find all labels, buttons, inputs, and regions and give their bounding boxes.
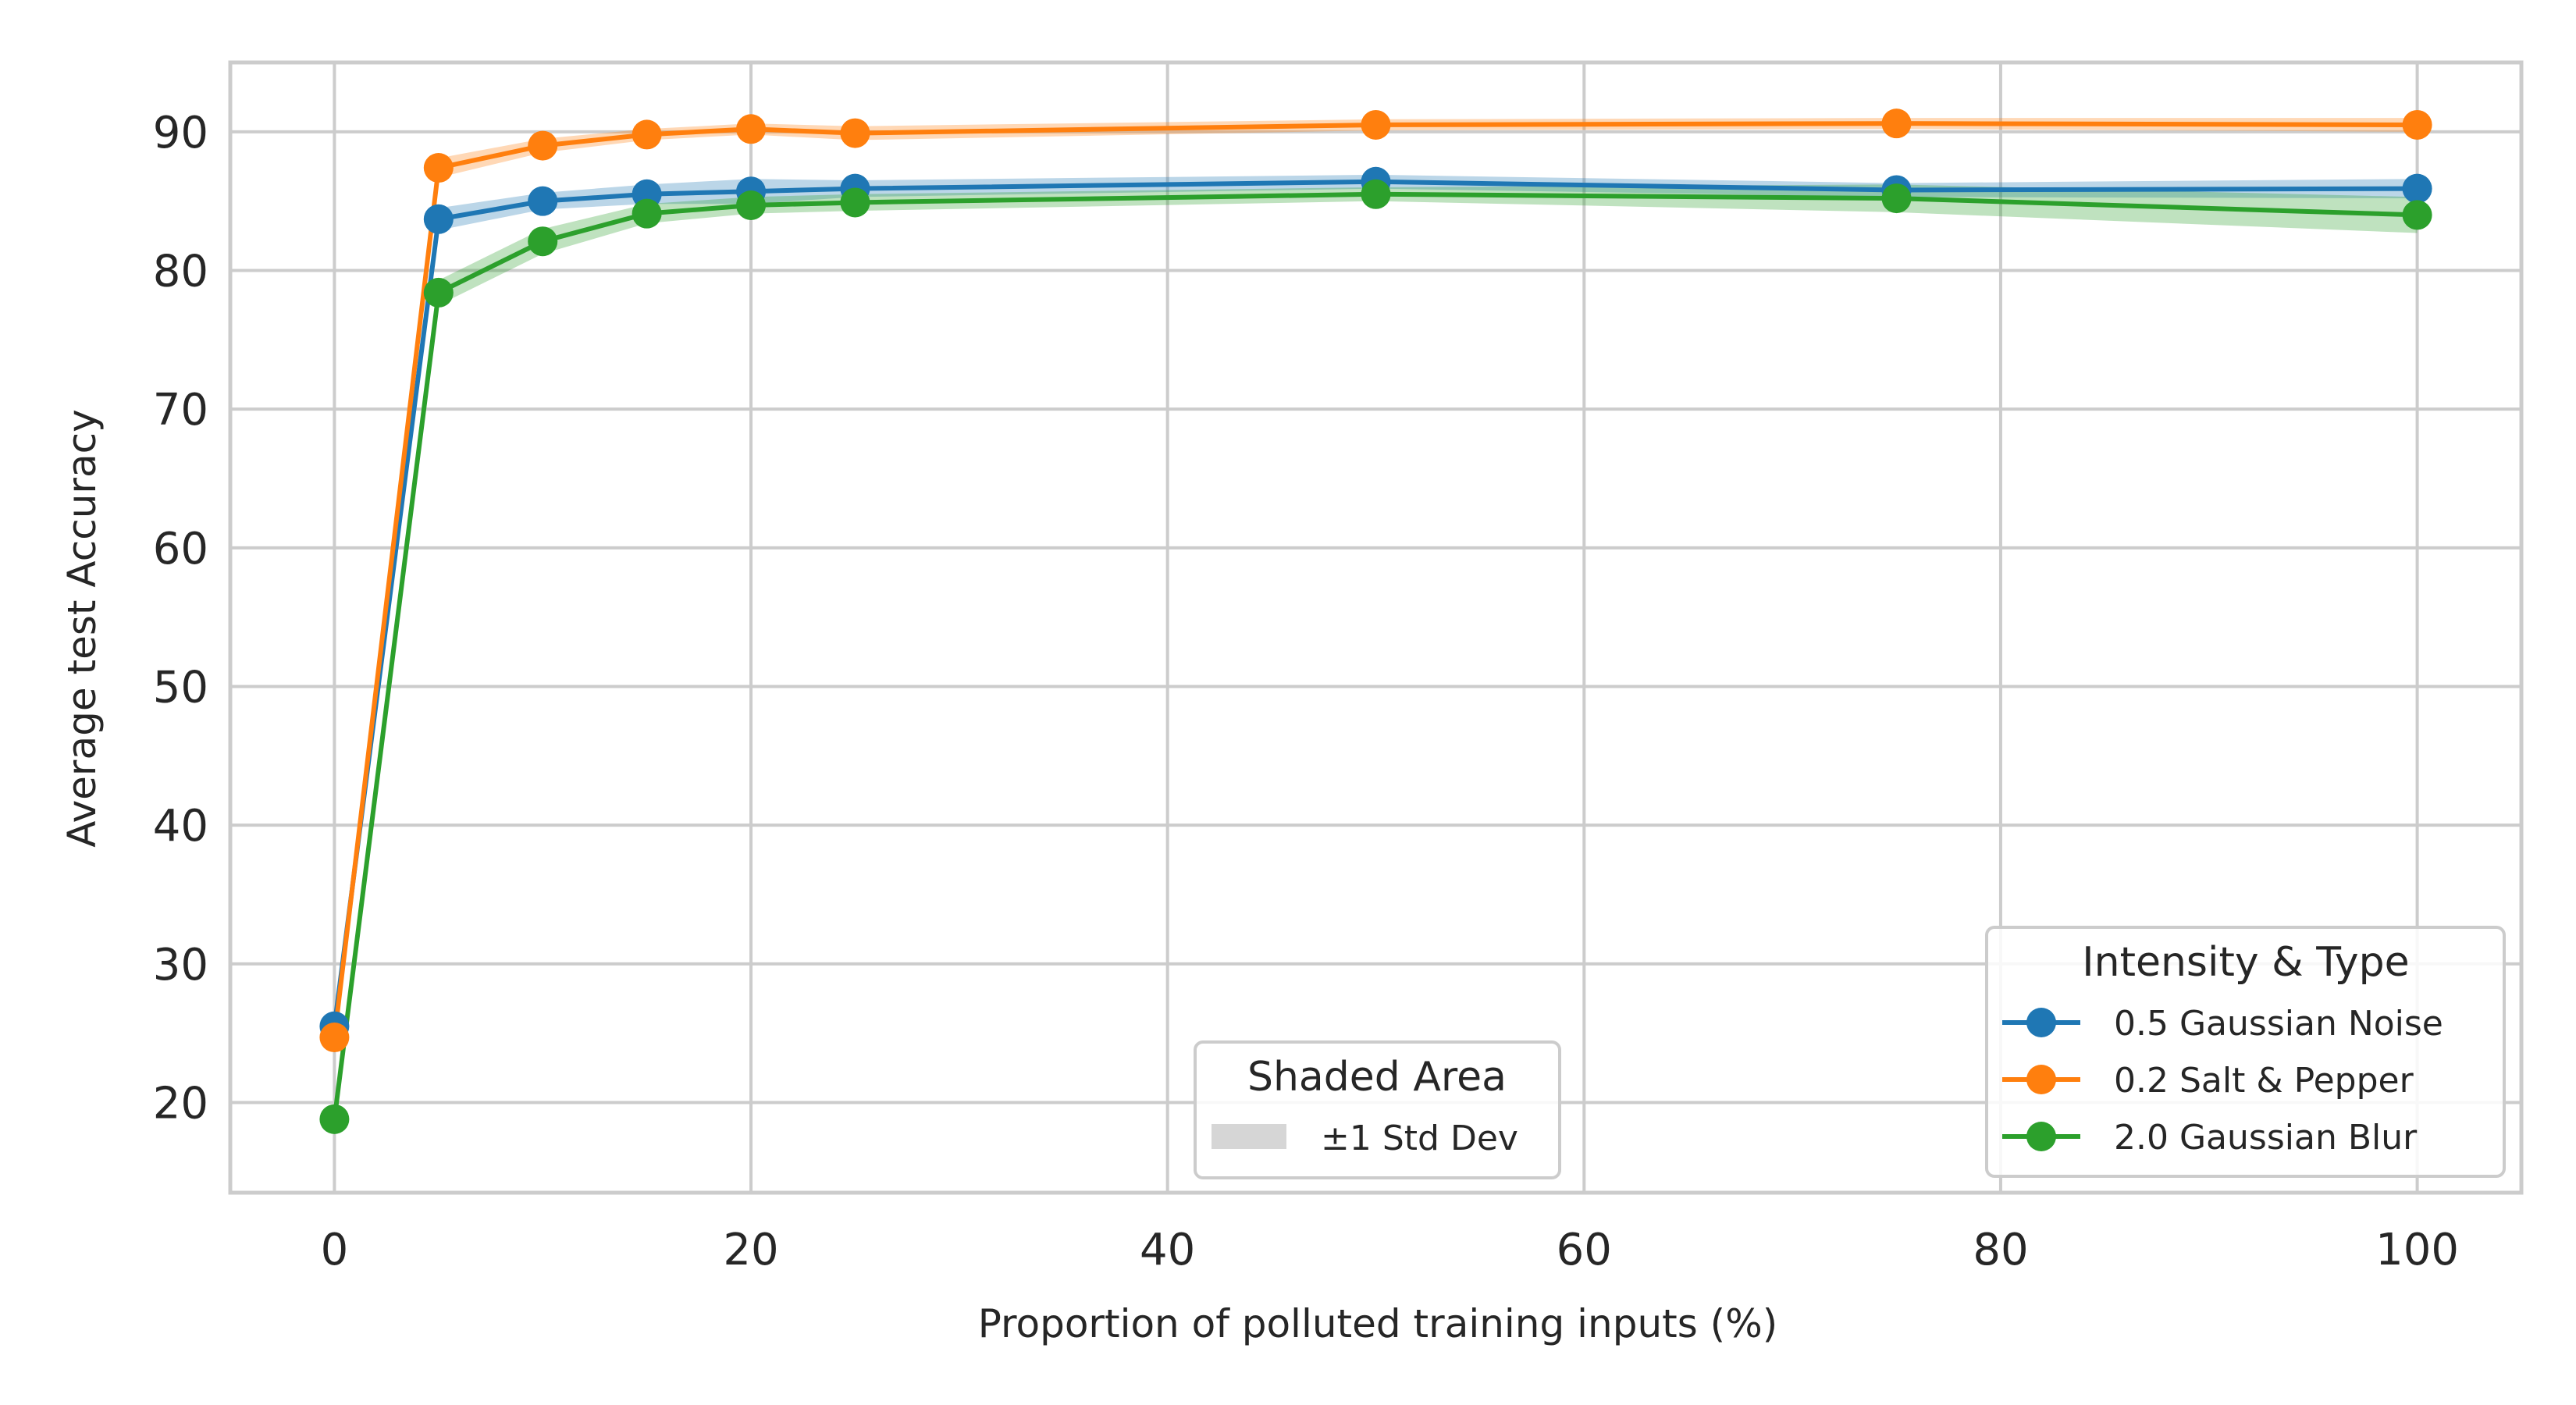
0-2-salt-pepper-point xyxy=(2402,109,2432,140)
2-0-gaussian-blur-point xyxy=(528,226,558,257)
x-tick-label: 0 xyxy=(321,1225,349,1275)
y-tick-label: 90 xyxy=(153,108,208,158)
plot-frame xyxy=(228,60,2524,1195)
intensity-type-legend: Intensity & Type 0.5 Gaussian Noise 0.2 S… xyxy=(1985,926,2506,1178)
0-2-salt-pepper-point xyxy=(632,119,662,150)
x-tick-label: 80 xyxy=(1973,1225,2028,1275)
0-2-salt-pepper-point xyxy=(1361,109,1391,140)
shaded-area-legend-title: Shaded Area xyxy=(1247,1054,1507,1101)
0-5-gaussian-noise-point xyxy=(528,186,558,216)
2-0-gaussian-blur-point xyxy=(319,1104,350,1134)
y-tick-label: 30 xyxy=(153,940,208,991)
0-5-gaussian-noise-point xyxy=(2402,173,2432,204)
intensity-type-legend-frame xyxy=(1985,926,2506,1178)
std-dev-swatch xyxy=(1212,1124,1286,1149)
0-5-gaussian-noise-legend-marker xyxy=(2026,1008,2056,1037)
2-0-gaussian-blur-legend-label: 2.0 Gaussian Blur xyxy=(2114,1118,2418,1158)
2-0-gaussian-blur-point xyxy=(2402,200,2432,230)
0-2-salt-pepper-legend-marker xyxy=(2026,1065,2056,1094)
0-5-gaussian-noise-legend-label: 0.5 Gaussian Noise xyxy=(2114,1004,2443,1044)
0-2-salt-pepper-point xyxy=(528,130,558,161)
2-0-gaussian-blur-point xyxy=(423,277,454,308)
legend-entries: 0.5 Gaussian Noise 0.2 Salt & Pepper 2.0 G… xyxy=(2002,1004,2443,1158)
x-tick-label: 40 xyxy=(1140,1225,1195,1275)
y-tick-label: 60 xyxy=(153,524,208,574)
y-tick-label: 80 xyxy=(153,247,208,297)
0-2-salt-pepper-point xyxy=(736,114,767,144)
intensity-type-legend-title: Intensity & Type xyxy=(2082,939,2409,986)
2-0-gaussian-blur-point xyxy=(840,187,870,218)
x-tick-label: 100 xyxy=(2375,1225,2459,1275)
0-2-salt-pepper-point xyxy=(423,153,454,183)
series-markers xyxy=(319,108,2432,1134)
2-0-gaussian-blur-legend-marker xyxy=(2026,1122,2056,1151)
tick-labels: 0 20 40 60 80 100 20 30 40 50 60 70 80 90 xyxy=(153,108,2459,1275)
0-2-salt-pepper-point xyxy=(319,1023,350,1053)
y-tick-label: 50 xyxy=(153,663,208,713)
0-2-salt-pepper-point xyxy=(1881,108,1912,139)
std-dev-legend-label: ±1 Std Dev xyxy=(1321,1119,1518,1158)
0-2-salt-pepper-point xyxy=(840,118,870,148)
y-tick-label: 40 xyxy=(153,801,208,852)
x-tick-label: 20 xyxy=(723,1225,778,1275)
2-0-gaussian-blur-point xyxy=(736,190,767,220)
y-tick-label: 20 xyxy=(153,1079,208,1129)
2-0-gaussian-blur-point xyxy=(1881,183,1912,214)
x-tick-label: 60 xyxy=(1557,1225,1612,1275)
x-axis-label: Proportion of polluted training inputs (… xyxy=(978,1301,1777,1346)
y-axis-label: Average test Accuracy xyxy=(59,409,105,847)
0-5-gaussian-noise-point xyxy=(423,204,454,234)
2-0-gaussian-blur-point xyxy=(1361,179,1391,209)
0-2-salt-pepper-legend-label: 0.2 Salt & Pepper xyxy=(2114,1061,2414,1101)
y-tick-label: 70 xyxy=(153,385,208,436)
shaded-area-legend: Shaded Area ±1 Std Dev xyxy=(1194,1040,1561,1179)
2-0-gaussian-blur-point xyxy=(632,198,662,229)
